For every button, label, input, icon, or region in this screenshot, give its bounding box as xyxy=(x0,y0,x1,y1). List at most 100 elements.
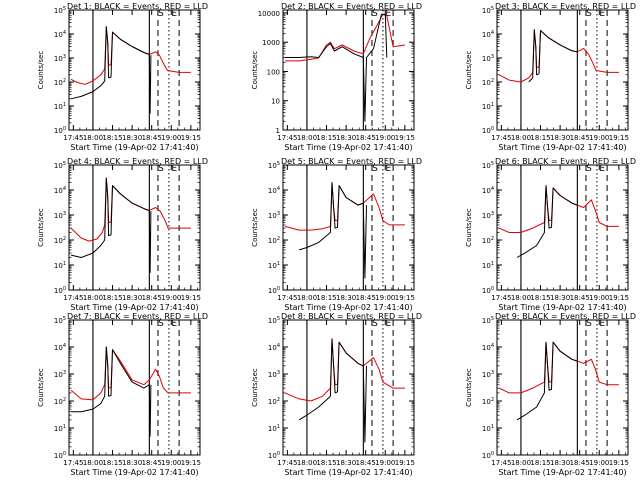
y-tick-label: 105 xyxy=(268,316,280,325)
series-group xyxy=(284,182,405,279)
y-tick-label: 104 xyxy=(54,30,66,39)
plot-frame xyxy=(496,319,629,456)
x-tick-label: 18:30 xyxy=(550,294,570,302)
end-marker-letter: E xyxy=(385,319,391,329)
y-tick-label: 104 xyxy=(482,343,494,352)
end-marker-letter: E xyxy=(599,9,605,19)
y-tick-label: 102 xyxy=(482,78,494,87)
end-marker-letter: E xyxy=(171,9,177,19)
start-marker-letter: S xyxy=(158,319,164,329)
panel-title: Det 2: BLACK = Events, RED = LLD xyxy=(281,2,422,11)
y-axis-label: Counts/sec xyxy=(37,368,45,407)
y-tick-label: 105 xyxy=(54,161,66,170)
lld-series-line xyxy=(498,29,619,83)
y-axis-label: Counts/sec xyxy=(37,51,45,90)
y-tick-label: 1000 xyxy=(262,39,280,47)
y-tick-label: 101 xyxy=(482,102,494,111)
x-axis-label: Start Time (19-Apr-02 17:41:40) xyxy=(284,468,412,477)
x-tick-label: 19:15 xyxy=(395,294,415,302)
y-tick-label: 100 xyxy=(54,451,66,460)
detector-panel-9: Det 9: BLACK = Events, RED = LLD 100 101 10… xyxy=(465,312,636,477)
x-tick-label: 18:00 xyxy=(297,459,317,467)
x-tick-label: 18:30 xyxy=(122,134,142,142)
x-tick-label: 18:30 xyxy=(336,294,356,302)
x-tick-label: 18:00 xyxy=(297,134,317,142)
x-tick-label: 18:30 xyxy=(336,134,356,142)
x-tick-label: 18:15 xyxy=(530,134,550,142)
x-axis-label: Start Time (19-Apr-02 17:41:40) xyxy=(70,143,198,152)
x-tick-label: 18:45 xyxy=(142,294,162,302)
events-series-line xyxy=(516,341,578,421)
x-tick-label: 18:30 xyxy=(122,294,142,302)
x-tick-label: 17:45 xyxy=(491,459,511,467)
detector-panel-1: Det 1: BLACK = Events, RED = LLD 100 101 10… xyxy=(37,2,208,152)
panel-title: Det 9: BLACK = Events, RED = LLD xyxy=(495,312,636,321)
x-tick-label: 19:15 xyxy=(395,134,415,142)
x-tick-label: 18:30 xyxy=(122,459,142,467)
x-tick-label: 18:30 xyxy=(336,459,356,467)
end-marker-letter: E xyxy=(385,164,391,174)
x-tick-label: 17:45 xyxy=(277,294,297,302)
y-tick-label: 101 xyxy=(268,424,280,433)
y-tick-label: 101 xyxy=(268,261,280,270)
start-marker-letter: S xyxy=(158,9,164,19)
panel-title: Det 8: BLACK = Events, RED = LLD xyxy=(281,312,422,321)
y-tick-label: 100 xyxy=(54,126,66,135)
plot-frame xyxy=(68,164,201,291)
x-tick-label: 19:15 xyxy=(395,459,415,467)
x-tick-label: 19:00 xyxy=(161,294,181,302)
y-tick-label: 103 xyxy=(54,370,66,379)
y-tick-label: 104 xyxy=(268,186,280,195)
start-marker-letter: S xyxy=(158,164,164,174)
detector-panel-5: Det 5: BLACK = Events, RED = LLD 100 101 10… xyxy=(251,157,422,312)
x-tick-label: 18:15 xyxy=(102,134,122,142)
x-tick-label: 18:00 xyxy=(511,459,531,467)
y-axis-label: Counts/sec xyxy=(251,368,259,407)
x-tick-label: 17:45 xyxy=(491,134,511,142)
panel-title: Det 3: BLACK = Events, RED = LLD xyxy=(495,2,636,11)
panel-title: Det 1: BLACK = Events, RED = LLD xyxy=(67,2,208,11)
events-series-line xyxy=(285,13,388,122)
x-tick-label: 17:45 xyxy=(63,134,83,142)
start-marker-letter: S xyxy=(586,319,592,329)
y-tick-label: 101 xyxy=(482,424,494,433)
events-series-line xyxy=(528,29,578,83)
series-group xyxy=(498,185,619,258)
plot-frame xyxy=(496,164,629,291)
x-tick-label: 17:45 xyxy=(277,459,297,467)
y-axis-label: Counts/sec xyxy=(465,368,473,407)
x-tick-label: 18:45 xyxy=(570,459,590,467)
plot-frame xyxy=(282,9,415,131)
start-marker-letter: S xyxy=(586,9,592,19)
events-series-line xyxy=(70,177,152,273)
lld-series-line xyxy=(284,182,405,231)
y-tick-label: 105 xyxy=(482,161,494,170)
start-marker-letter: S xyxy=(586,164,592,174)
x-tick-label: 18:15 xyxy=(530,459,550,467)
y-tick-label: 105 xyxy=(54,6,66,15)
end-marker-letter: E xyxy=(171,319,177,329)
y-tick-label: 100 xyxy=(482,286,494,295)
y-axis-label: Counts/sec xyxy=(465,51,473,90)
x-tick-label: 18:15 xyxy=(102,459,122,467)
y-tick-label: 101 xyxy=(482,261,494,270)
y-tick-label: 103 xyxy=(54,211,66,220)
events-series-line xyxy=(71,346,152,437)
y-tick-label: 103 xyxy=(482,54,494,63)
events-series-line xyxy=(298,182,367,279)
x-tick-label: 18:15 xyxy=(102,294,122,302)
start-marker-letter: S xyxy=(372,164,378,174)
y-tick-label: 100 xyxy=(482,126,494,135)
y-tick-label: 105 xyxy=(482,316,494,325)
x-tick-label: 18:45 xyxy=(356,294,376,302)
y-tick-label: 104 xyxy=(482,186,494,195)
y-tick-label: 103 xyxy=(482,211,494,220)
y-tick-label: 104 xyxy=(482,30,494,39)
plot-frame xyxy=(496,9,629,131)
x-tick-label: 18:15 xyxy=(316,134,336,142)
events-series-line xyxy=(516,185,578,258)
x-tick-label: 19:00 xyxy=(375,134,395,142)
x-tick-label: 19:00 xyxy=(589,294,609,302)
x-axis-label: Start Time (19-Apr-02 17:41:40) xyxy=(498,143,626,152)
y-tick-label: 102 xyxy=(268,236,280,245)
